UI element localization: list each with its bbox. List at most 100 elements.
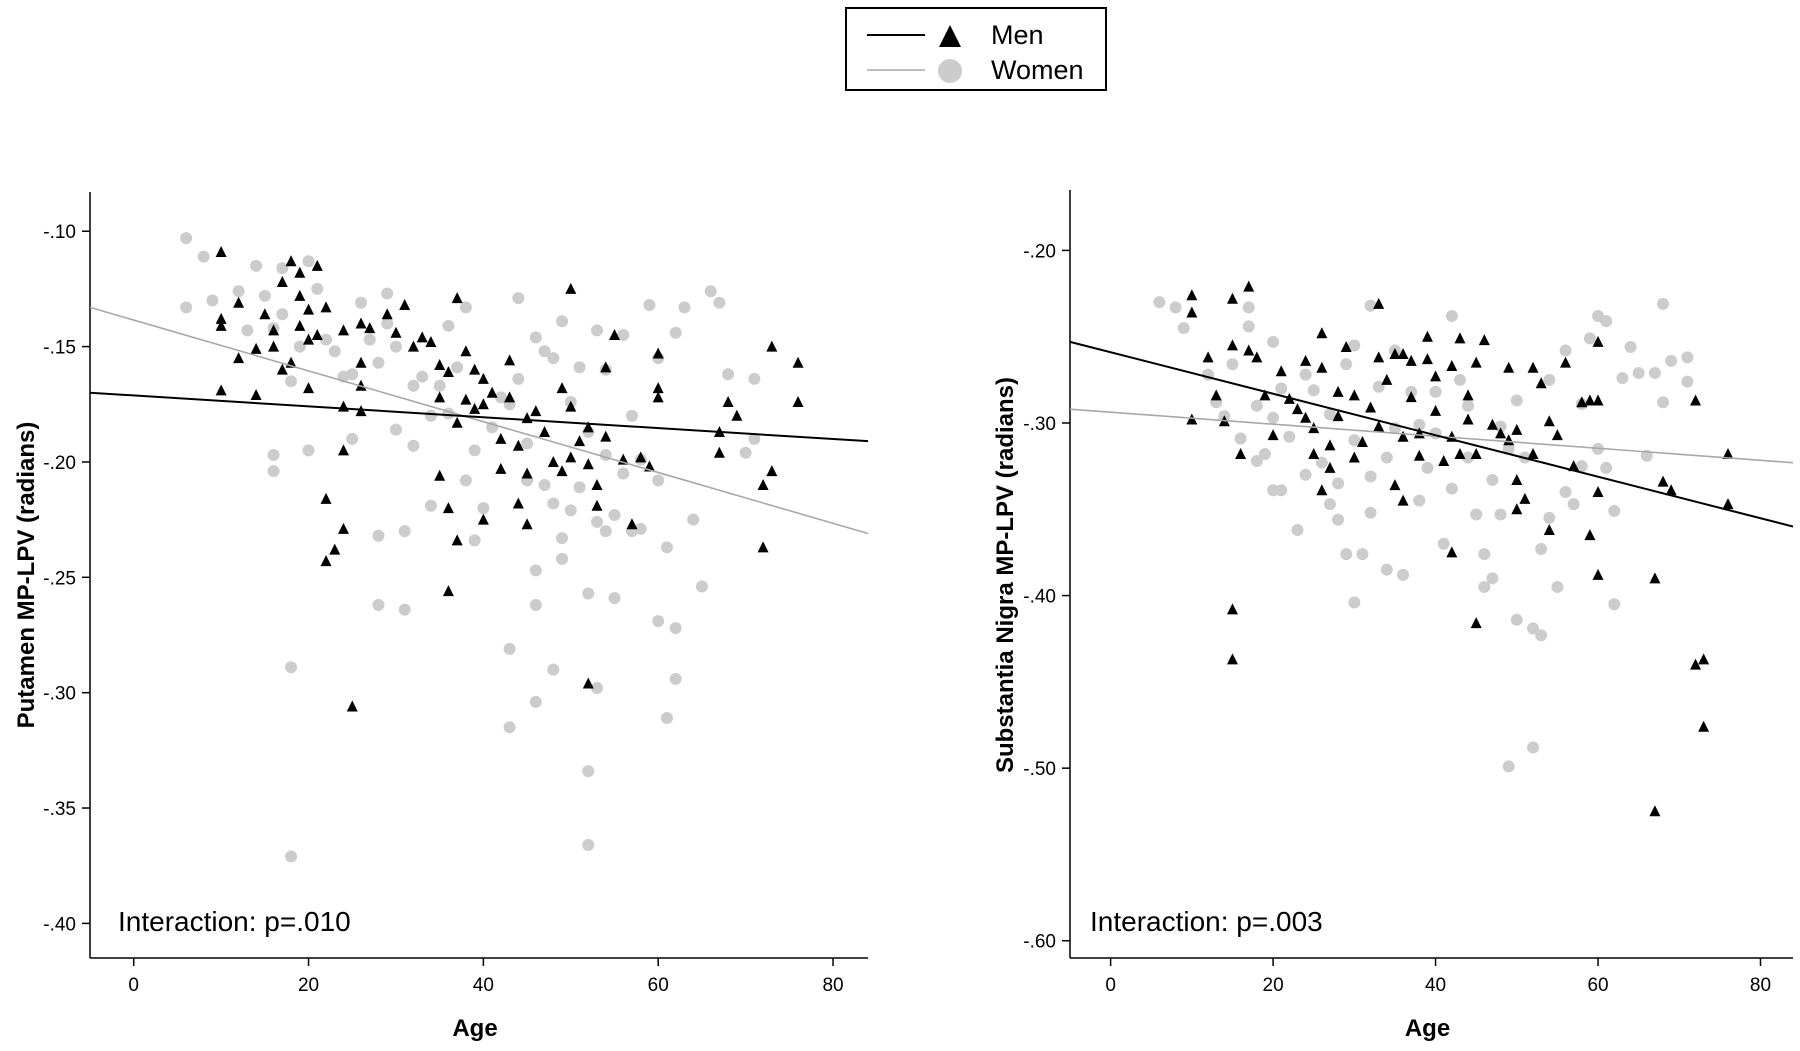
- data-point-men: [1405, 391, 1417, 403]
- data-point-women: [459, 301, 472, 314]
- data-point-men: [1543, 415, 1555, 427]
- data-point-men: [469, 363, 481, 375]
- data-point-men: [460, 393, 472, 405]
- data-point-men: [757, 479, 769, 491]
- data-point-men: [1527, 361, 1539, 373]
- data-point-women: [285, 850, 298, 863]
- data-point-men: [1275, 365, 1287, 377]
- data-point-men: [521, 412, 533, 424]
- data-point-women: [372, 529, 385, 542]
- data-point-men: [1397, 347, 1409, 359]
- data-point-men: [1259, 389, 1271, 401]
- data-point-men: [1389, 479, 1401, 491]
- data-point-women: [582, 587, 595, 600]
- data-point-women: [625, 409, 638, 422]
- data-point-women: [547, 663, 560, 676]
- data-point-women: [372, 598, 385, 611]
- data-point-men: [1511, 503, 1523, 515]
- data-point-women: [267, 449, 280, 462]
- data-point-women: [1551, 580, 1564, 593]
- data-point-men: [1470, 617, 1482, 629]
- data-point-men: [1373, 420, 1385, 432]
- y-tick-label: -.30: [1023, 414, 1056, 435]
- data-point-men: [329, 543, 341, 555]
- data-point-men: [1324, 461, 1336, 473]
- data-point-women: [407, 439, 420, 452]
- data-point-women: [521, 437, 534, 450]
- data-point-men: [1592, 394, 1604, 406]
- data-point-women: [1616, 372, 1629, 385]
- data-point-women: [1510, 394, 1523, 407]
- data-point-men: [635, 451, 647, 463]
- data-point-women: [739, 446, 752, 459]
- data-point-men: [652, 382, 664, 394]
- data-point-men: [1649, 572, 1661, 584]
- data-point-women: [232, 285, 245, 298]
- data-point-men: [1584, 529, 1596, 541]
- interaction-annotation: Interaction: p=.003: [1090, 906, 1323, 937]
- data-point-women: [1681, 351, 1694, 364]
- data-point-men: [233, 296, 245, 308]
- data-point-men: [1657, 475, 1669, 487]
- fit-line-women: [1069, 408, 1794, 464]
- legend-item-women: Women: [847, 52, 1105, 88]
- data-point-women: [1283, 430, 1296, 443]
- data-point-men: [1267, 429, 1279, 441]
- data-point-women: [1510, 613, 1523, 626]
- y-tick-label: -.20: [1023, 241, 1056, 262]
- data-point-men: [1551, 429, 1563, 441]
- data-point-women: [1364, 470, 1377, 483]
- data-point-women: [346, 368, 359, 381]
- data-point-men: [276, 275, 288, 287]
- data-point-men: [1381, 373, 1393, 385]
- data-point-women: [1462, 451, 1475, 464]
- data-point-men: [486, 386, 498, 398]
- legend-label-men: Men: [991, 20, 1044, 50]
- data-point-women: [1169, 301, 1182, 314]
- data-point-women: [1632, 366, 1645, 379]
- data-point-women: [1657, 297, 1670, 310]
- data-point-men: [1649, 805, 1661, 817]
- data-point-women: [1348, 339, 1361, 352]
- data-point-women: [660, 712, 673, 725]
- data-point-men: [259, 308, 271, 320]
- data-point-men: [1698, 720, 1710, 732]
- circle-marker-icon: [938, 59, 962, 83]
- data-point-men: [1300, 354, 1312, 366]
- data-point-men: [512, 439, 524, 451]
- substantia-nigra-panel: 0 20 40 60 80 -.20 -.30 -.40 -.50 -.60 Age Substant…: [992, 190, 1794, 1042]
- data-point-men: [1722, 448, 1734, 460]
- data-point-women: [424, 409, 437, 422]
- data-point-women: [1648, 366, 1661, 379]
- data-point-men: [1421, 353, 1433, 365]
- y-tick-label: -.30: [43, 684, 76, 705]
- putamen-panel: 0 20 40 60 80 -.10 -.15 -.20 -.25 -.30 -.35 -.40 Age…: [13, 192, 869, 1042]
- data-point-men: [1527, 448, 1539, 460]
- data-point-men: [477, 513, 489, 525]
- data-point-women: [407, 379, 420, 392]
- data-point-women: [652, 615, 665, 628]
- data-point-men: [311, 329, 323, 341]
- data-point-women: [1380, 451, 1393, 464]
- data-point-men: [1340, 341, 1352, 353]
- data-point-women: [748, 432, 761, 445]
- data-point-women: [512, 292, 525, 305]
- data-point-men: [1446, 360, 1458, 372]
- data-point-men: [1300, 411, 1312, 423]
- data-point-men: [530, 405, 542, 417]
- data-point-women: [1356, 548, 1369, 561]
- data-point-men: [1486, 418, 1498, 430]
- data-point-men: [495, 432, 507, 444]
- data-point-women: [1559, 344, 1572, 357]
- data-point-women: [398, 525, 411, 538]
- data-point-women: [1226, 358, 1239, 371]
- data-point-men: [1202, 351, 1214, 363]
- data-point-men: [268, 324, 280, 336]
- data-point-women: [704, 285, 717, 298]
- data-point-men: [477, 398, 489, 410]
- data-point-men: [600, 430, 612, 442]
- data-point-men: [215, 245, 227, 257]
- data-point-men: [1446, 546, 1458, 558]
- data-point-women: [1323, 408, 1336, 421]
- x-tick-label: 20: [298, 975, 319, 996]
